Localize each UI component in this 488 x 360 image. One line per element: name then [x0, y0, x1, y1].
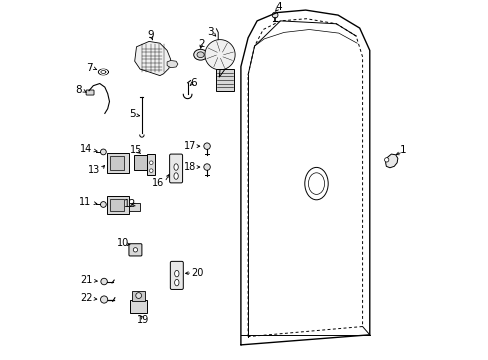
- Text: 4: 4: [275, 2, 282, 12]
- FancyBboxPatch shape: [86, 90, 94, 95]
- Ellipse shape: [174, 164, 178, 170]
- Text: 7: 7: [85, 63, 92, 73]
- FancyBboxPatch shape: [133, 155, 153, 170]
- FancyBboxPatch shape: [132, 291, 145, 301]
- FancyBboxPatch shape: [130, 300, 147, 313]
- Circle shape: [101, 149, 106, 155]
- Ellipse shape: [197, 52, 204, 58]
- Circle shape: [203, 143, 210, 149]
- Text: 22: 22: [80, 293, 92, 303]
- FancyBboxPatch shape: [128, 203, 140, 211]
- Circle shape: [272, 12, 277, 18]
- Text: 21: 21: [81, 275, 93, 285]
- Text: 6: 6: [190, 78, 196, 88]
- Polygon shape: [134, 41, 170, 76]
- Polygon shape: [385, 154, 397, 168]
- Ellipse shape: [174, 279, 179, 286]
- Text: 2: 2: [198, 39, 205, 49]
- Text: 9: 9: [147, 30, 154, 40]
- Text: 16: 16: [152, 178, 164, 188]
- Text: 11: 11: [79, 197, 91, 207]
- Circle shape: [203, 164, 210, 170]
- Circle shape: [149, 161, 153, 165]
- FancyBboxPatch shape: [170, 261, 183, 289]
- Text: 15: 15: [130, 145, 142, 156]
- Circle shape: [101, 278, 107, 285]
- FancyBboxPatch shape: [110, 156, 124, 170]
- Circle shape: [384, 158, 388, 162]
- Circle shape: [136, 293, 141, 298]
- Polygon shape: [204, 40, 235, 70]
- Text: 1: 1: [399, 145, 406, 156]
- Circle shape: [101, 202, 106, 207]
- FancyBboxPatch shape: [129, 244, 142, 256]
- Text: 10: 10: [117, 238, 129, 248]
- Text: 17: 17: [184, 141, 196, 151]
- Text: 14: 14: [80, 144, 92, 154]
- FancyBboxPatch shape: [215, 69, 234, 91]
- Text: 3: 3: [207, 27, 214, 37]
- Ellipse shape: [174, 173, 178, 179]
- Text: 5: 5: [129, 109, 135, 120]
- Text: 20: 20: [190, 268, 203, 278]
- Circle shape: [133, 248, 137, 252]
- Polygon shape: [167, 60, 178, 68]
- Ellipse shape: [193, 49, 207, 60]
- Ellipse shape: [174, 270, 179, 277]
- Text: 13: 13: [88, 165, 100, 175]
- Circle shape: [101, 296, 107, 303]
- Text: 8: 8: [75, 85, 81, 95]
- FancyBboxPatch shape: [169, 154, 182, 183]
- FancyBboxPatch shape: [107, 196, 128, 214]
- FancyBboxPatch shape: [107, 153, 128, 173]
- Text: 12: 12: [124, 199, 136, 210]
- Text: 18: 18: [184, 162, 196, 172]
- FancyBboxPatch shape: [110, 199, 124, 211]
- Circle shape: [149, 169, 153, 172]
- Text: 19: 19: [137, 315, 149, 325]
- FancyBboxPatch shape: [147, 154, 155, 175]
